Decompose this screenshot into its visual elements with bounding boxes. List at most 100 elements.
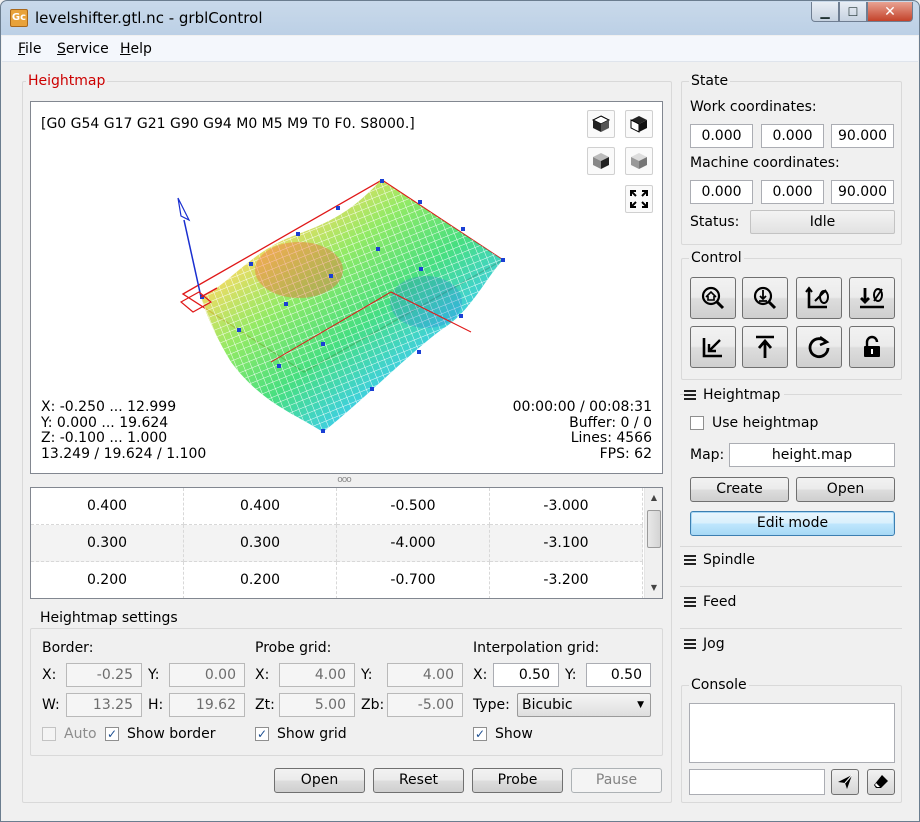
probe-zb-label: Zb:	[361, 697, 385, 713]
interp-x-field[interactable]: 0.50	[493, 663, 559, 687]
border-w-field[interactable]: 13.25	[66, 693, 142, 717]
jog-section-header[interactable]: Jog	[684, 636, 725, 652]
probe-zt-label: Zt:	[255, 697, 275, 713]
table-cell[interactable]: 0.400	[31, 488, 184, 525]
table-cell[interactable]: 0.300	[184, 525, 337, 562]
close-button[interactable]: ✕	[867, 2, 913, 22]
unlock-button[interactable]	[849, 326, 895, 368]
table-cell[interactable]: -0.500	[337, 488, 490, 525]
scroll-thumb[interactable]	[647, 510, 661, 548]
cube-front-icon[interactable]	[625, 110, 653, 138]
heightmap-settings-group	[30, 628, 663, 756]
scroll-down-icon[interactable]: ▼	[650, 583, 658, 592]
heightmap-side-open-button[interactable]: Open	[796, 477, 895, 502]
table-cell[interactable]: -3.200	[490, 562, 643, 598]
table-cell[interactable]: -4.000	[337, 525, 490, 562]
table-row[interactable]: 0.300 0.300 -4.000 -3.100	[31, 525, 643, 562]
menu-help[interactable]: Help	[120, 41, 152, 57]
zero-z-button[interactable]	[849, 277, 895, 319]
use-heightmap-checkbox[interactable]	[690, 416, 704, 430]
table-cell[interactable]: 0.200	[31, 562, 184, 598]
probe-zb-field[interactable]: -5.00	[387, 693, 463, 717]
table-scrollbar[interactable]: ▲ ▼	[644, 488, 662, 598]
menu-service[interactable]: Service	[57, 41, 109, 57]
interp-grid-label: Interpolation grid:	[473, 640, 600, 656]
table-cell[interactable]: -0.700	[337, 562, 490, 598]
splitter-handle[interactable]: ooo	[337, 475, 352, 485]
bounds-size: 13.249 / 19.624 / 1.100	[41, 445, 207, 462]
send-icon	[838, 774, 853, 789]
table-cell[interactable]: 0.300	[31, 525, 184, 562]
zero-xy-icon	[805, 286, 829, 309]
edit-mode-button[interactable]: Edit mode	[690, 511, 895, 536]
eraser-icon	[874, 775, 888, 788]
show-grid-checkbox[interactable]: ✓	[255, 727, 269, 741]
map-file-field[interactable]: height.map	[729, 443, 895, 467]
fit-view-icon[interactable]	[625, 185, 653, 213]
maximize-button[interactable]: ☐	[839, 2, 867, 22]
app-icon: Gc	[10, 9, 28, 27]
table-row[interactable]: 0.200 0.200 -0.700 -3.200	[31, 562, 643, 598]
table-cell[interactable]: 0.400	[184, 488, 337, 525]
border-x-field[interactable]: -0.25	[66, 663, 142, 687]
probe-x-field[interactable]: 4.00	[279, 663, 355, 687]
console-clear-button[interactable]	[867, 769, 895, 795]
safe-position-button[interactable]	[742, 326, 788, 368]
console-output[interactable]	[689, 703, 895, 763]
divider	[680, 394, 902, 395]
scroll-up-icon[interactable]: ▲	[650, 493, 658, 502]
interp-y-field[interactable]: 0.50	[586, 663, 651, 687]
control-group	[681, 258, 902, 380]
chevron-down-icon: ▼	[637, 700, 644, 710]
heightmap-probe-button[interactable]: Probe	[472, 768, 563, 793]
bounds-z: Z: -0.100 ... 1.000	[41, 430, 168, 446]
table-cell[interactable]: 0.200	[184, 562, 337, 598]
cube-iso-icon[interactable]	[625, 147, 653, 175]
heightmap-create-button[interactable]: Create	[690, 477, 789, 502]
title-bar: Gc levelshifter.gtl.nc - grblControl ▁ ☐…	[1, 1, 919, 35]
restore-origin-button[interactable]	[690, 326, 736, 368]
border-y-field[interactable]: 0.00	[169, 663, 245, 687]
interp-type-label: Type:	[473, 697, 510, 713]
reset-button[interactable]	[796, 326, 842, 368]
console-send-button[interactable]	[831, 769, 859, 795]
unlock-icon	[864, 335, 880, 357]
home-button[interactable]	[690, 277, 736, 319]
auto-checkbox[interactable]	[42, 727, 56, 741]
heightmap-reset-button[interactable]: Reset	[373, 768, 464, 793]
cube-top-icon[interactable]	[587, 110, 615, 138]
table-row[interactable]: 0.400 0.400 -0.500 -3.000	[31, 488, 643, 525]
gl-viewer[interactable]: [G0 G54 G17 G21 G90 G94 M0 M5 M9 T0 F0. …	[30, 101, 663, 474]
border-label: Border:	[42, 640, 94, 656]
table-cell[interactable]: -3.000	[490, 488, 643, 525]
buffer-info: Buffer: 0 / 0	[569, 414, 652, 431]
heightmap-open-button[interactable]: Open	[274, 768, 365, 793]
console-input[interactable]	[689, 769, 825, 795]
zero-z-icon	[860, 288, 884, 309]
cube-left-icon[interactable]	[587, 147, 615, 175]
show-interp-checkbox[interactable]: ✓	[473, 727, 487, 741]
divider	[680, 586, 902, 587]
border-x-label: X:	[42, 667, 57, 683]
heightmap-section-header[interactable]: Heightmap	[684, 387, 785, 403]
divider	[680, 628, 902, 629]
probe-y-field[interactable]: 4.00	[387, 663, 463, 687]
probe-y-label: Y:	[361, 667, 373, 683]
border-h-field[interactable]: 19.62	[169, 693, 245, 717]
probe-zt-field[interactable]: 5.00	[279, 693, 355, 717]
window-title: levelshifter.gtl.nc - grblControl	[35, 9, 263, 27]
feed-section-header[interactable]: Feed	[684, 594, 736, 610]
spindle-section-header[interactable]: Spindle	[684, 552, 755, 568]
interp-x-label: X:	[473, 667, 488, 683]
heightmap-table[interactable]: 0.400 0.400 -0.500 -3.000 0.300 0.300 -4…	[30, 487, 663, 599]
restore-origin-icon	[702, 338, 722, 358]
heightmap-pause-button[interactable]: Pause	[571, 768, 662, 793]
table-cell[interactable]: -3.100	[490, 525, 643, 562]
zero-xy-button[interactable]	[796, 277, 842, 319]
probe-z-button[interactable]	[742, 277, 788, 319]
gcode-state-text: [G0 G54 G17 G21 G90 G94 M0 M5 M9 T0 F0. …	[41, 116, 415, 132]
show-border-checkbox[interactable]: ✓	[105, 727, 119, 741]
menu-file[interactable]: File	[18, 41, 42, 57]
minimize-button[interactable]: ▁	[811, 2, 839, 22]
interp-type-select[interactable]: Bicubic ▼	[517, 693, 651, 717]
